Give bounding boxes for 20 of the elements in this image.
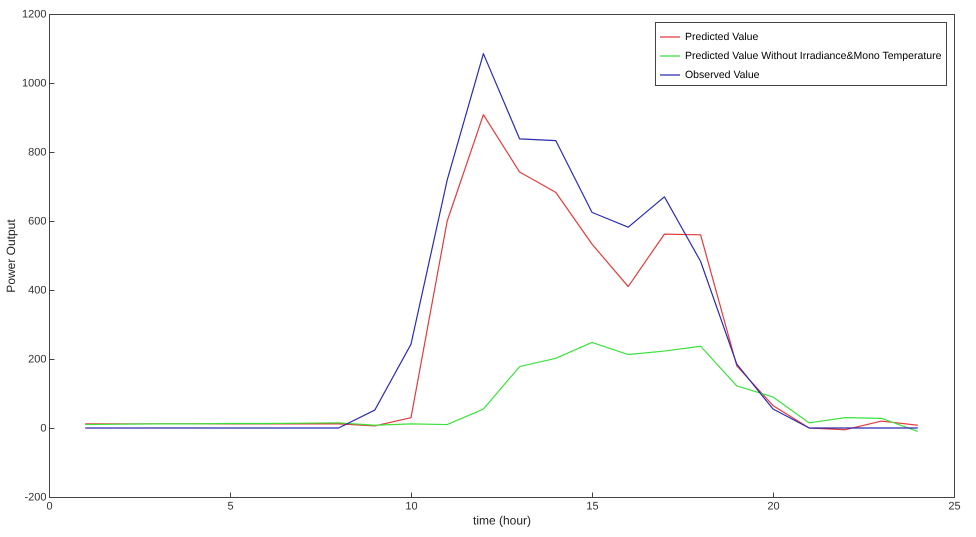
y-tick-label: 600 (28, 216, 46, 228)
line-series (84, 114, 918, 430)
y-tick-label: 1200 (22, 8, 46, 20)
x-tick-label: 10 (405, 500, 418, 512)
x-tick-label: 25 (948, 500, 961, 512)
line-series (84, 342, 918, 432)
x-tick-label: 5 (227, 500, 234, 512)
y-tick-label: 1000 (22, 78, 46, 90)
y-tick-label: 800 (28, 146, 46, 158)
x-axis-title: time (hour) (472, 514, 532, 528)
legend-label: Predicted Value (685, 31, 759, 43)
legend-label: Observed Value (685, 69, 760, 81)
y-axis-title: Power Output (4, 218, 18, 293)
y-tick-label: 0 (40, 422, 46, 434)
x-tick-label: 20 (767, 500, 780, 512)
y-tick-label: 400 (28, 284, 46, 296)
y-tick-label: -200 (24, 492, 46, 504)
y-tick-label: 200 (28, 354, 46, 366)
legend-label: Predicted Value Without Irradiance&Mono Temperature (685, 50, 942, 62)
x-tick-label: 15 (586, 500, 599, 512)
